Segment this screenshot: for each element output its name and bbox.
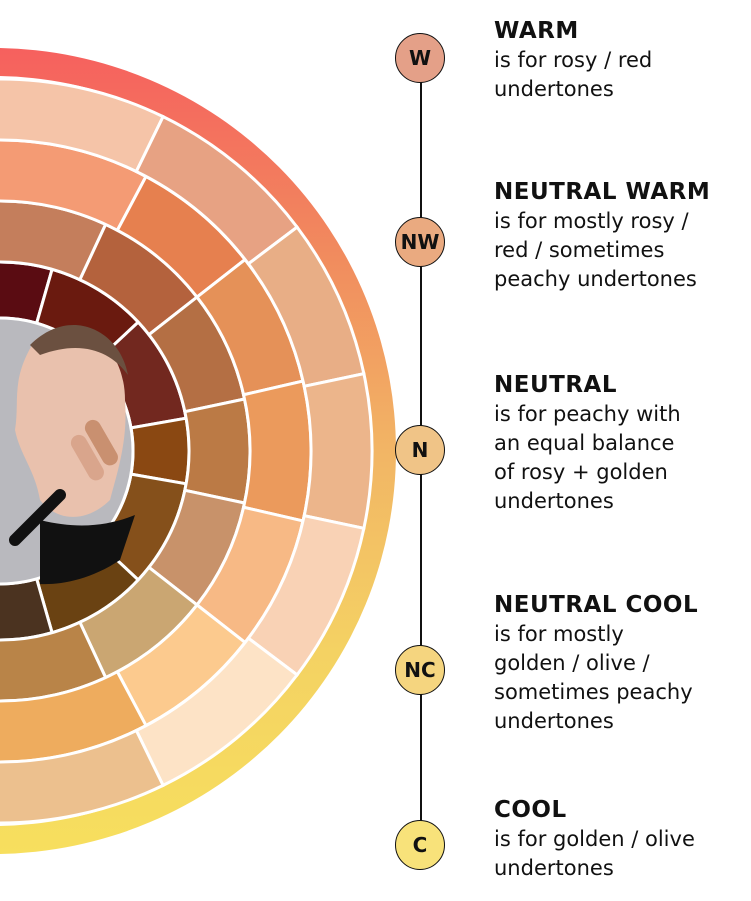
undertone-badge-nw: NW [395, 217, 445, 267]
undertone-entry: NEUTRAL is for peachy with an equal balanc… [494, 370, 744, 516]
undertone-color-wheel [0, 48, 396, 854]
undertone-title: NEUTRAL WARM [494, 179, 711, 205]
undertone-description: is for rosy / red undertones [494, 46, 744, 104]
description-line: peachy undertones [494, 267, 697, 291]
description-line: red / sometimes [494, 238, 665, 262]
undertone-badge-c: C [395, 820, 445, 870]
undertone-description: is for golden / olive undertones [494, 825, 744, 883]
undertone-entry: COOL is for golden / olive undertones [494, 795, 744, 883]
swatch-ring4-segment4 [302, 371, 374, 531]
description-line: undertones [494, 709, 614, 733]
foundation-swatch-stroke [84, 419, 118, 466]
description-line: is for rosy / red [494, 48, 653, 72]
undertone-description: is for mostly golden / olive / sometimes p… [494, 620, 744, 736]
description-line: is for mostly rosy / [494, 209, 689, 233]
description-line: undertones [494, 856, 614, 880]
swatch-ring4-segment7 [0, 728, 166, 825]
foundation-swatch-stroke [70, 434, 104, 481]
description-line: undertones [494, 77, 614, 101]
undertone-badge-nc: NC [395, 645, 445, 695]
swatch-ring2-segment4 [183, 397, 252, 505]
undertone-description: is for mostly rosy / red / sometimes peach… [494, 207, 744, 294]
swatch-ring3-segment4 [241, 379, 313, 523]
description-line: golden / olive / [494, 651, 650, 675]
undertone-entry: WARM is for rosy / red undertones [494, 16, 744, 104]
shirt-illustration [40, 515, 135, 585]
description-line: of rosy + golden [494, 460, 668, 484]
undertone-title: WARM [494, 18, 579, 44]
undertone-entry: NEUTRAL COOL is for mostly golden / olive … [494, 590, 744, 736]
undertone-entry: NEUTRAL WARM is for mostly rosy / red / so… [494, 177, 744, 294]
undertone-title: NEUTRAL [494, 372, 617, 398]
hair-illustration [30, 324, 128, 375]
undertone-title: COOL [494, 797, 567, 823]
description-line: is for peachy with [494, 402, 681, 426]
description-line: is for golden / olive [494, 827, 695, 851]
undertone-badge-n: N [395, 425, 445, 475]
description-line: sometimes peachy [494, 680, 693, 704]
undertone-title: NEUTRAL COOL [494, 592, 699, 618]
swatch-ring1-segment4 [129, 416, 191, 486]
description-line: an equal balance [494, 431, 675, 455]
description-line: is for mostly [494, 622, 624, 646]
description-line: undertones [494, 489, 614, 513]
undertone-description: is for peachy with an equal balance of ros… [494, 400, 744, 516]
brush-illustration [9, 489, 66, 546]
undertone-badge-w: W [395, 33, 445, 83]
